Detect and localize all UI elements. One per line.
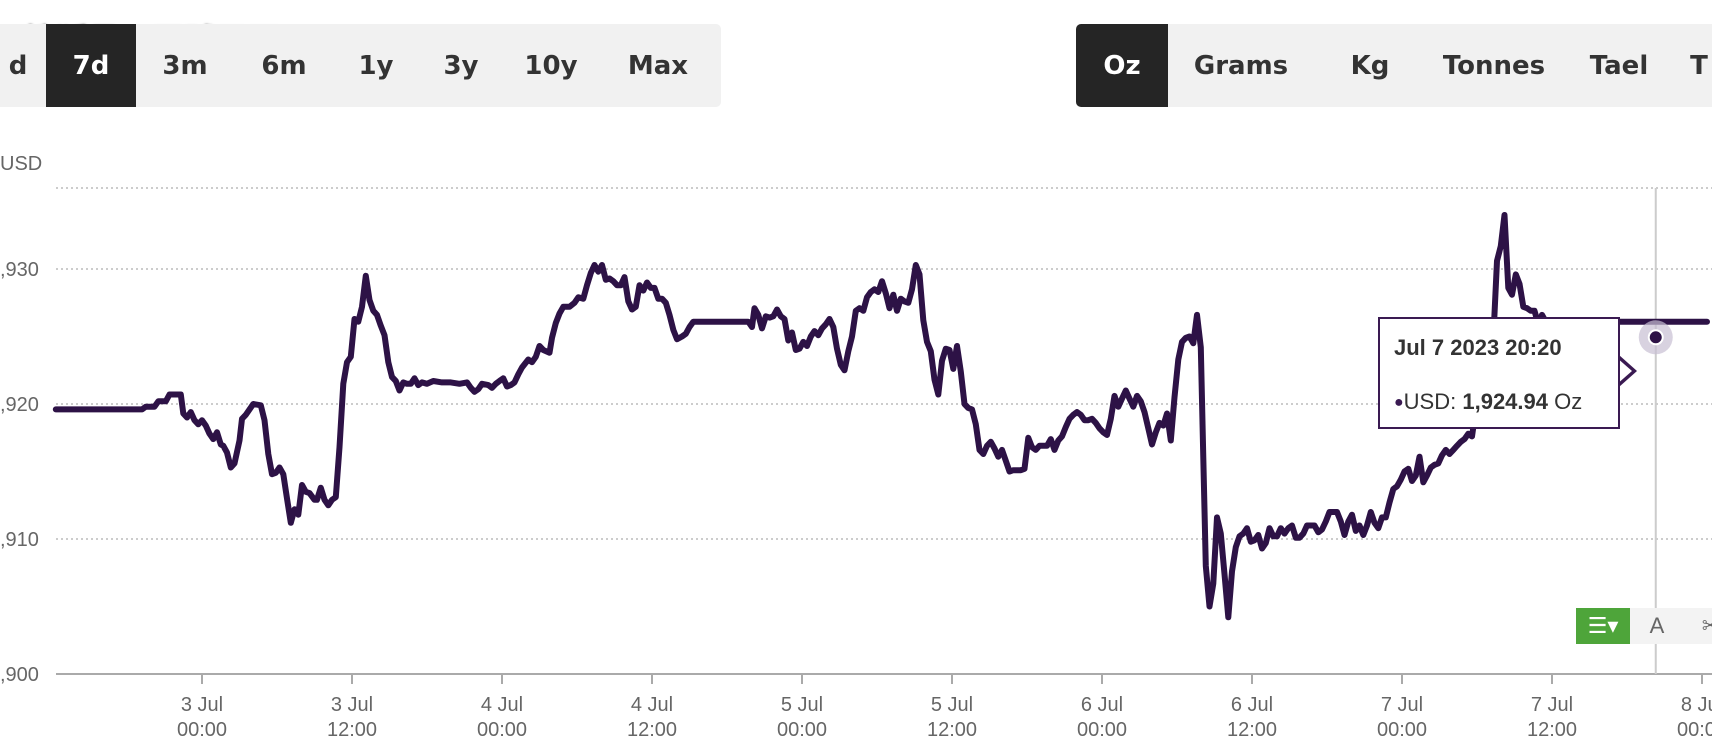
x-tick-label-day: 8 Jul [1681,694,1712,716]
series-dot-icon: ● [1394,394,1404,411]
x-tick-label-time: 00:00 [777,719,827,736]
unit-selector: Oz Grams Kg Tonnes Tael T [1076,24,1712,107]
unit-button-tonnes[interactable]: Tonnes [1442,50,1546,81]
x-tick-label-day: 6 Jul [1081,694,1123,716]
price-tooltip: Jul 7 2023 20:20 ●USD: 1,924.94 Oz [1378,317,1620,429]
x-tick-label-time: 12:00 [927,719,977,736]
x-tick-label-time: 00:00 [177,719,227,736]
x-tick-label-time: 12:00 [327,719,377,736]
range-button-7d[interactable]: 7d [46,24,136,107]
x-tick-label-time: 12:00 [1227,719,1277,736]
x-tick-label-time: 12:00 [627,719,677,736]
x-axis: 3 Jul 00:00 3 Jul 12:00 4 Jul 00:00 4 Jul 12:00… [177,674,1712,736]
x-tick-label-day: 6 Jul [1231,694,1273,716]
x-tick-label-day: 3 Jul [181,694,223,716]
tooltip-arrow-inner [1616,357,1632,385]
range-button-3y[interactable]: 3y [443,50,479,81]
tooltip-series-name: USD [1403,389,1451,414]
y-tick-label: ,900 [0,664,39,686]
x-tick-label-day: 5 Jul [931,694,973,716]
chart-toolbar: ☰▾ A ✂ [1576,608,1712,644]
unit-button-grams[interactable]: Grams [1193,50,1289,81]
x-tick-label-day: 5 Jul [781,694,823,716]
unit-button-oz[interactable]: Oz [1076,24,1168,107]
range-button-6m[interactable]: 6m [261,50,307,81]
hover-point[interactable] [1647,329,1664,346]
tooltip-date: Jul 7 2023 20:20 [1394,335,1562,360]
range-button-max[interactable]: Max [627,50,689,81]
x-tick-label-day: 7 Jul [1531,694,1573,716]
unit-button-tael[interactable]: Tael [1589,50,1649,81]
x-tick-label-time: 00:00 [1677,719,1712,736]
y-tick-label: ,910 [0,529,39,551]
x-tick-label-day: 4 Jul [631,694,673,716]
tooltip-unit: Oz [1554,389,1583,414]
y-tick-label: ,920 [0,394,39,416]
y-axis-labels: ,900 ,910 ,920 ,930 [0,259,39,686]
time-range-selector: d 7d 3m 6m 1y 3y 10y Max [0,24,721,107]
unit-button-t[interactable]: T [1690,50,1708,81]
x-tick-label-time: 00:00 [1377,719,1427,736]
grid-lines [56,187,1712,675]
list-format-icon[interactable]: ☰▾ [1576,608,1630,644]
x-tick-label-day: 4 Jul [481,694,523,716]
tooltip-colon: : [1450,389,1463,414]
unit-button-kg[interactable]: Kg [1350,50,1390,81]
x-tick-label-day: 3 Jul [331,694,373,716]
font-size-icon[interactable]: A [1649,613,1665,638]
price-line [52,212,1710,621]
range-button-10y[interactable]: 10y [524,50,578,81]
range-button-3m[interactable]: 3m [162,50,208,81]
y-tick-label: ,930 [0,259,39,281]
scissors-icon[interactable]: ✂ [1701,613,1712,638]
y-axis-title: USD [0,153,42,175]
range-button-1y[interactable]: 1y [358,50,394,81]
tooltip-value: 1,924.94 [1462,389,1548,414]
x-tick-label-time: 12:00 [1527,719,1577,736]
tooltip-value-line: ●USD: 1,924.94 Oz [1394,389,1582,415]
x-tick-label-day: 7 Jul [1381,694,1423,716]
x-tick-label-time: 00:00 [1077,719,1127,736]
x-tick-label-time: 00:00 [477,719,527,736]
range-button-d[interactable]: d [8,50,28,81]
